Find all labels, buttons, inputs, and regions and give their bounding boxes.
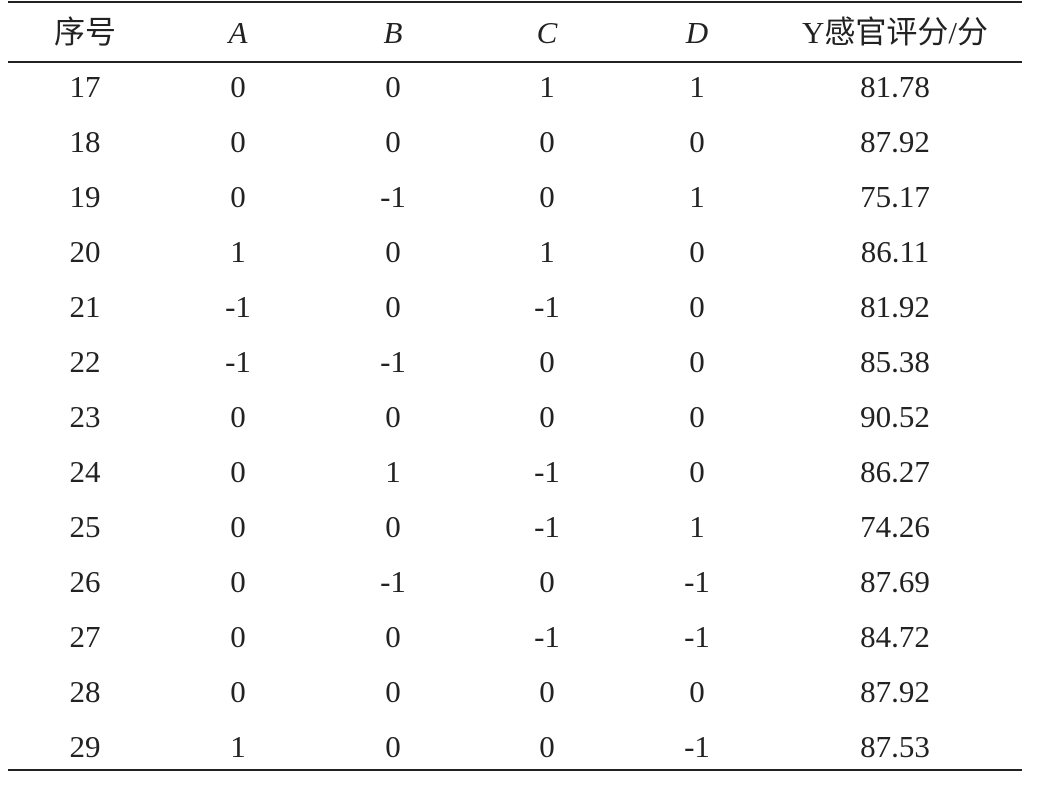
table-cell: 0	[230, 674, 246, 709]
table-cell: -1	[684, 619, 710, 654]
table-cell: 27	[69, 619, 101, 654]
table-cell: -1	[225, 289, 251, 324]
table-cell: 1	[689, 69, 705, 104]
table-cell: 0	[539, 344, 555, 379]
table-cell: 26	[69, 564, 101, 599]
table-cell: 0	[385, 509, 401, 544]
bottom-rule	[8, 769, 1022, 771]
table-cell: 0	[230, 619, 246, 654]
table-cell: 0	[385, 289, 401, 324]
table-cell: 0	[230, 509, 246, 544]
table-cell: -1	[534, 454, 560, 489]
table-cell: 23	[69, 399, 101, 434]
table-cell: 18	[69, 124, 101, 159]
header-cell: B	[383, 15, 403, 50]
table-cell: 75.17	[860, 179, 930, 214]
table-cell: 0	[689, 399, 705, 434]
table-cell: 1	[539, 234, 555, 269]
table-cell: 22	[69, 344, 101, 379]
table-cell: 1	[689, 509, 705, 544]
header-cell: 序号	[54, 15, 116, 50]
table-cell: 0	[385, 124, 401, 159]
table-cell: 87.92	[860, 124, 930, 159]
table-cell: 29	[69, 729, 101, 764]
table-cell: 86.27	[860, 454, 930, 489]
table-cell: -1	[534, 619, 560, 654]
table-cell: 0	[689, 344, 705, 379]
table-cell: 0	[539, 399, 555, 434]
table-cell: 0	[230, 399, 246, 434]
table-cell: -1	[534, 289, 560, 324]
table-cell: 1	[230, 729, 246, 764]
table-cell: 1	[539, 69, 555, 104]
table-cell: 19	[69, 179, 101, 214]
table-cell: 0	[230, 564, 246, 599]
table-cell: 0	[230, 179, 246, 214]
table-cell: 0	[539, 674, 555, 709]
table-cell: 0	[230, 454, 246, 489]
table-cell: -1	[225, 344, 251, 379]
table-cell: 87.92	[860, 674, 930, 709]
table-cell: 0	[385, 69, 401, 104]
table-cell: 81.78	[860, 69, 930, 104]
table-cell: 0	[230, 69, 246, 104]
table-cell: -1	[380, 344, 406, 379]
table-cell: 1	[689, 179, 705, 214]
table-cell: -1	[684, 564, 710, 599]
table-cell: 0	[689, 454, 705, 489]
table-cell: 90.52	[860, 399, 930, 434]
table-cell: 0	[385, 399, 401, 434]
table-cell: 1	[230, 234, 246, 269]
header-cell: D	[685, 15, 709, 50]
table-cell: 84.72	[860, 619, 930, 654]
table-cell: 0	[689, 674, 705, 709]
table-cell: 0	[385, 619, 401, 654]
table-cell: 28	[69, 674, 101, 709]
table-cell: 0	[539, 179, 555, 214]
table-cell: 0	[385, 234, 401, 269]
table-cell: 81.92	[860, 289, 930, 324]
table-cell: 1	[385, 454, 401, 489]
table-cell: 17	[69, 69, 101, 104]
table-cell: 0	[539, 564, 555, 599]
table-cell: 0	[689, 289, 705, 324]
header-cell: Y感官评分/分	[802, 15, 988, 50]
table-cell: -1	[534, 509, 560, 544]
header-cell: C	[536, 15, 558, 50]
table-cell: 87.69	[860, 564, 930, 599]
table-cell: 24	[69, 454, 101, 489]
table-cell: -1	[380, 179, 406, 214]
table-cell: 0	[689, 234, 705, 269]
top-rule	[8, 1, 1022, 3]
table-cell: 74.26	[860, 509, 930, 544]
table-cell: 0	[689, 124, 705, 159]
table-cell: 85.38	[860, 344, 930, 379]
table-cell: 86.11	[860, 234, 930, 269]
table-cell: 20	[69, 234, 101, 269]
table-cell: 0	[539, 729, 555, 764]
table-cell: 0	[385, 674, 401, 709]
table-cell: -1	[380, 564, 406, 599]
table-cell: 21	[69, 289, 101, 324]
table-cell: 0	[385, 729, 401, 764]
table-cell: 87.53	[860, 729, 930, 764]
header-cell: A	[228, 15, 248, 50]
table-cell: 0	[230, 124, 246, 159]
header-rule	[8, 61, 1022, 63]
table-cell: 0	[539, 124, 555, 159]
table-cell: -1	[684, 729, 710, 764]
table-cell: 25	[69, 509, 101, 544]
